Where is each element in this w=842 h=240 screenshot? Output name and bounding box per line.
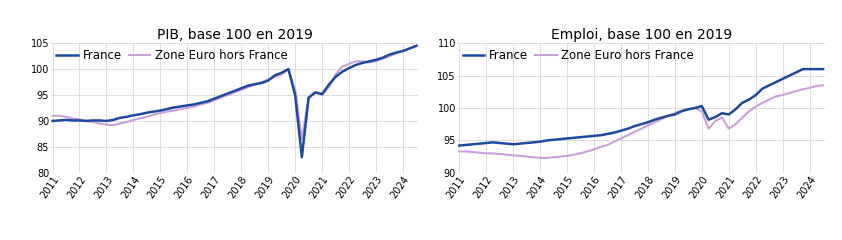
Legend: France, Zone Euro hors France: France, Zone Euro hors France (463, 49, 694, 62)
Title: PIB, base 100 en 2019: PIB, base 100 en 2019 (157, 28, 312, 42)
Legend: France, Zone Euro hors France: France, Zone Euro hors France (56, 49, 287, 62)
Title: Emploi, base 100 en 2019: Emploi, base 100 en 2019 (551, 28, 732, 42)
